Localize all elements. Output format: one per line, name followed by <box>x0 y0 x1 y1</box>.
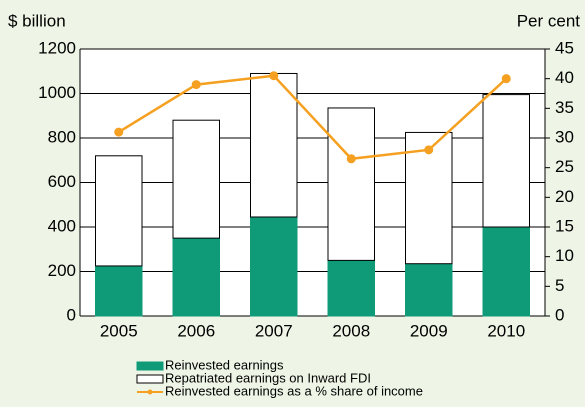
y2-tick-label: 5 <box>555 276 564 295</box>
x-tick-label: 2010 <box>487 321 525 340</box>
bar-segment <box>172 237 220 317</box>
y2-tick-label: 40 <box>555 68 574 87</box>
x-tick-label: 2009 <box>410 321 448 340</box>
bar-segment <box>482 226 530 317</box>
bar-segment <box>250 216 298 317</box>
x-tick-label: 2006 <box>177 321 215 340</box>
legend-label: Repatriated earnings on Inward FDI <box>165 370 371 385</box>
y2-tick-label: 30 <box>555 127 574 146</box>
line-point <box>346 154 356 164</box>
y2-tick-label: 45 <box>555 38 574 57</box>
x-tick-label: 2007 <box>255 321 293 340</box>
line-point <box>114 127 124 137</box>
bar-segment <box>172 119 220 239</box>
bar-segment <box>327 107 375 261</box>
y-tick-label: 200 <box>48 261 76 280</box>
y-tick-label: 1000 <box>38 83 76 102</box>
y-tick-label: 600 <box>48 172 76 191</box>
legend-label: Reinvested earnings as a % share of inco… <box>165 383 423 398</box>
legend-swatch <box>136 374 164 384</box>
legend-label: Reinvested earnings <box>165 357 284 372</box>
y2-tick-label: 15 <box>555 216 574 235</box>
bar-segment <box>482 94 530 228</box>
line-point <box>191 80 201 90</box>
line-point <box>424 145 434 155</box>
bar-segment <box>327 259 375 317</box>
y-tick-label: 1200 <box>38 38 76 57</box>
legend-point <box>147 389 153 395</box>
line-point <box>269 71 279 81</box>
y2-tick-label: 25 <box>555 157 574 176</box>
y2-axis-label: Per cent <box>517 11 581 30</box>
x-tick-label: 2005 <box>100 321 138 340</box>
bar-segment <box>95 155 143 267</box>
x-tick-label: 2008 <box>332 321 370 340</box>
line-series <box>118 74 508 161</box>
legend-swatch <box>136 361 164 371</box>
line-point <box>501 74 511 84</box>
y-tick-label: 800 <box>48 127 76 146</box>
y-tick-label: 400 <box>48 216 76 235</box>
bar-segment <box>405 263 453 317</box>
bar-segment <box>95 265 143 317</box>
y2-tick-label: 0 <box>555 305 564 324</box>
y2-tick-label: 20 <box>555 187 574 206</box>
y-tick-label: 0 <box>67 305 76 324</box>
y-axis-label: $ billion <box>8 11 66 30</box>
bar-segment <box>250 72 298 218</box>
y2-tick-label: 10 <box>555 246 574 265</box>
y2-tick-label: 35 <box>555 98 574 117</box>
